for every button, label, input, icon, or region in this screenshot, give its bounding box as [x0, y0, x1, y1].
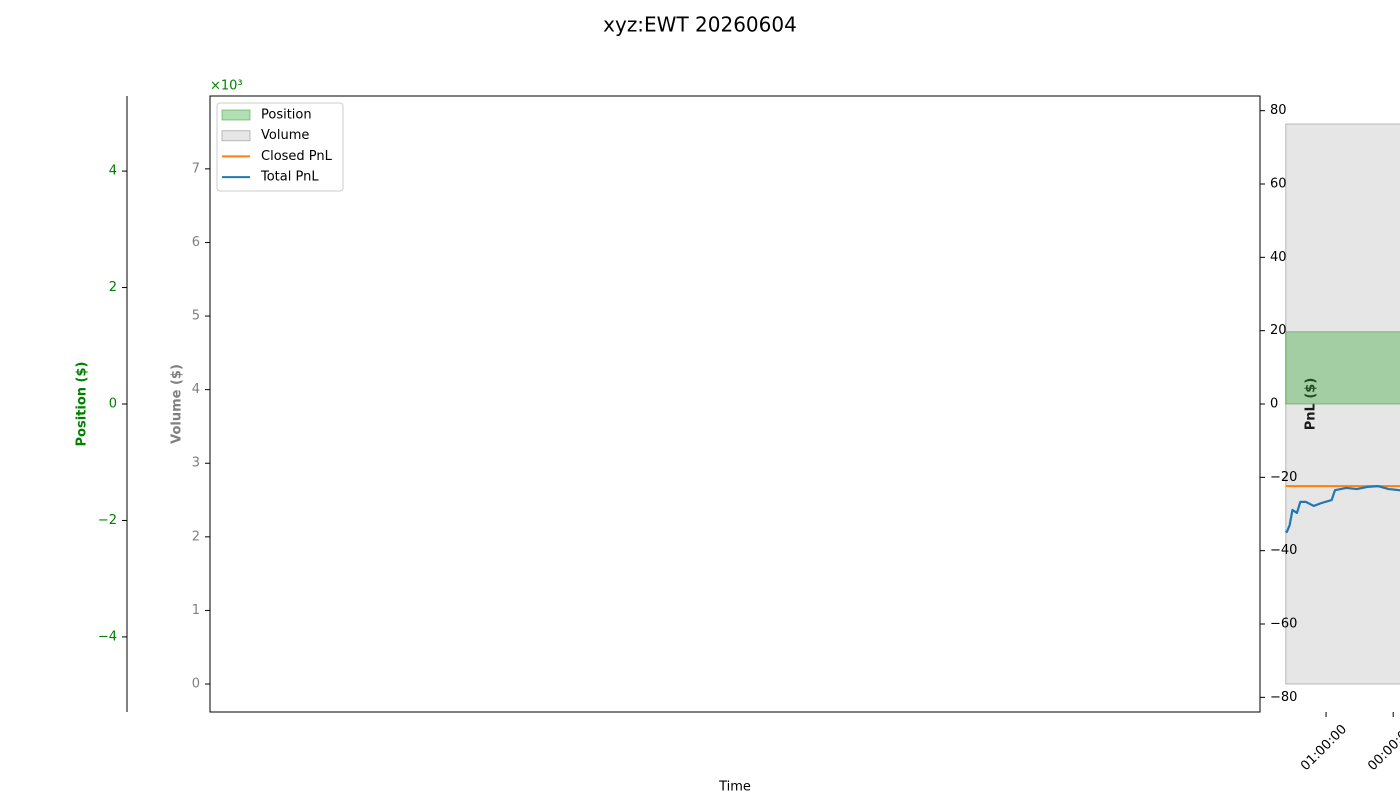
y-tick-label: 4: [109, 164, 117, 179]
plot-area: [1284, 123, 1400, 685]
legend-label: Position: [261, 108, 312, 123]
y-axis-label: Position ($): [75, 362, 90, 447]
y2-tick-label: 7: [192, 161, 200, 176]
y2-axis-label: Volume ($): [170, 364, 185, 444]
legend-box: [216, 102, 344, 192]
legend-swatch: [221, 130, 251, 142]
legend-swatch: [221, 109, 251, 121]
line: [1284, 485, 1400, 534]
legend-label: Closed PnL: [261, 149, 333, 164]
y3-tick-label: −60: [1270, 617, 1297, 632]
y3-tick-label: −20: [1270, 470, 1297, 485]
y-tick-label: 0: [109, 397, 117, 412]
y-tick-label: −4: [98, 629, 117, 644]
x-axis-label: Time: [718, 780, 751, 795]
y3-tick-label: −40: [1270, 543, 1297, 558]
y3-tick-label: −80: [1270, 690, 1297, 705]
y3-tick-label: 80: [1270, 103, 1287, 118]
y2-tick-label: 1: [192, 603, 200, 618]
plot-frame: [209, 95, 1261, 713]
y3-tick-label: 60: [1270, 177, 1287, 192]
y3-tick-label: 0: [1270, 397, 1278, 412]
x-tick-label: 01:00:00: [1298, 722, 1350, 774]
chart-title: xyz:EWT 20260604: [603, 13, 797, 37]
y-tick-label: 2: [109, 280, 117, 295]
y-tick-label: −2: [98, 513, 117, 528]
y3-tick-label: 40: [1270, 250, 1287, 265]
legend: Position Volume Closed PnL Total PnL: [216, 102, 344, 192]
y2-tick-label: 6: [192, 235, 200, 250]
area: [1285, 331, 1400, 405]
offset-text: ×10³: [210, 79, 243, 94]
legend-label: Total PnL: [260, 170, 319, 185]
x-tick-label: 00:00:00: [1365, 722, 1400, 774]
y2-tick-label: 4: [192, 382, 200, 397]
y2-tick-label: 0: [192, 677, 200, 692]
y3-tick-label: 20: [1270, 323, 1287, 338]
y2-tick-label: 5: [192, 309, 200, 324]
y2-tick-label: 2: [192, 529, 200, 544]
y2-tick-label: 3: [192, 456, 200, 471]
legend-label: Volume: [261, 128, 309, 143]
